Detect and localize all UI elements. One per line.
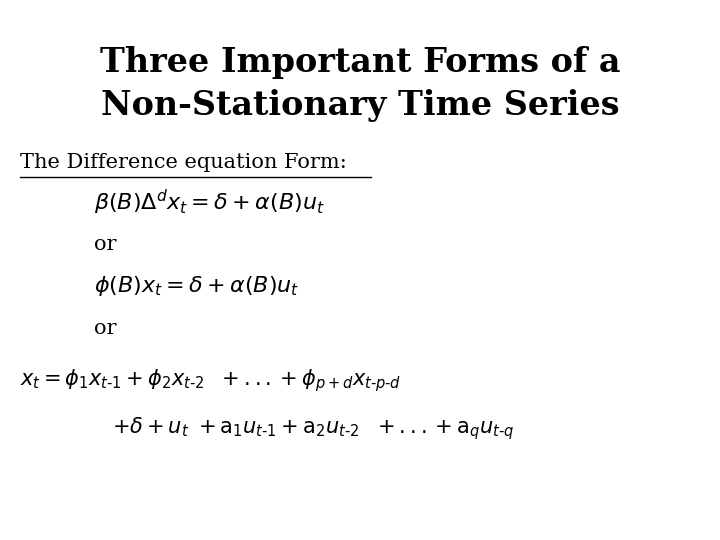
Text: $\phi(B)x_t = \delta + \alpha(B)u_t$: $\phi(B)x_t = \delta + \alpha(B)u_t$ bbox=[94, 274, 299, 298]
Text: $\beta(B)\Delta^d x_t = \delta + \alpha(B)u_t$: $\beta(B)\Delta^d x_t = \delta + \alpha(… bbox=[94, 187, 325, 217]
Text: or: or bbox=[94, 319, 116, 338]
Text: The Difference equation Form:: The Difference equation Form: bbox=[20, 152, 347, 172]
Text: Three Important Forms of a: Three Important Forms of a bbox=[100, 45, 620, 79]
Text: $+ \delta + u_t\ +\mathrm{a}_1 u_{t\text{-}1} + \mathrm{a}_2 u_{t\text{-}2}\ \ +: $+ \delta + u_t\ +\mathrm{a}_1 u_{t\text… bbox=[112, 415, 514, 442]
Text: Non-Stationary Time Series: Non-Stationary Time Series bbox=[101, 89, 619, 122]
Text: or: or bbox=[94, 234, 116, 254]
Text: $x_t = \phi_1 x_{t\text{-}1} + \phi_2 x_{t\text{-}2}\ \ +... +\phi_{p+d} x_{t\te: $x_t = \phi_1 x_{t\text{-}1} + \phi_2 x_… bbox=[20, 367, 402, 394]
